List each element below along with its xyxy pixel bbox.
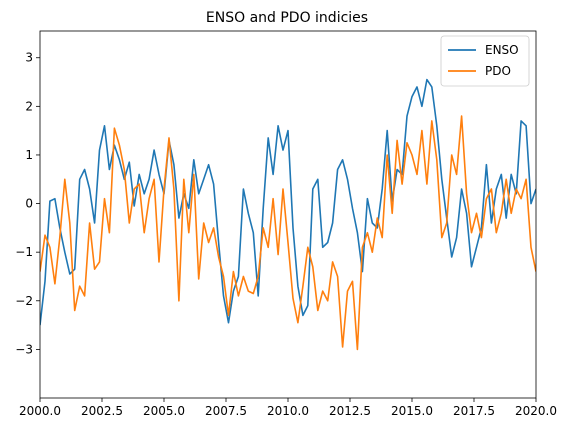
x-tick-label: 2017.5 [453, 404, 495, 418]
legend-label-pdo: PDO [485, 64, 511, 78]
legend-label-enso: ENSO [485, 43, 519, 57]
y-tick-label: 1 [25, 148, 33, 162]
y-tick-label: 3 [25, 51, 33, 65]
x-tick-label: 2000.0 [19, 404, 61, 418]
y-axis: −3 −2 −1 0 1 2 3 [15, 51, 40, 356]
y-tick-label: 0 [25, 197, 33, 211]
x-tick-label: 2020.0 [515, 404, 557, 418]
y-tick-label: −3 [15, 342, 33, 356]
legend: ENSO PDO [440, 35, 530, 87]
x-tick-label: 2012.5 [329, 404, 371, 418]
series-layer [40, 78, 536, 351]
series-line-enso [40, 78, 536, 326]
x-axis: 2000.0 2002.5 2005.0 2007.5 2010.0 2012.5 2015… [19, 398, 557, 418]
x-tick-label: 2002.5 [81, 404, 123, 418]
x-tick-label: 2007.5 [205, 404, 247, 418]
chart-title: ENSO and PDO indicies [206, 10, 368, 26]
y-tick-label: 2 [25, 99, 33, 113]
x-tick-label: 2015.0 [391, 404, 433, 418]
x-tick-label: 2010.0 [267, 404, 309, 418]
series-line-pdo [40, 115, 536, 351]
y-tick-label: −2 [15, 294, 33, 308]
x-tick-label: 2005.0 [143, 404, 185, 418]
legend-box [440, 35, 530, 87]
y-tick-label: −1 [15, 245, 33, 259]
